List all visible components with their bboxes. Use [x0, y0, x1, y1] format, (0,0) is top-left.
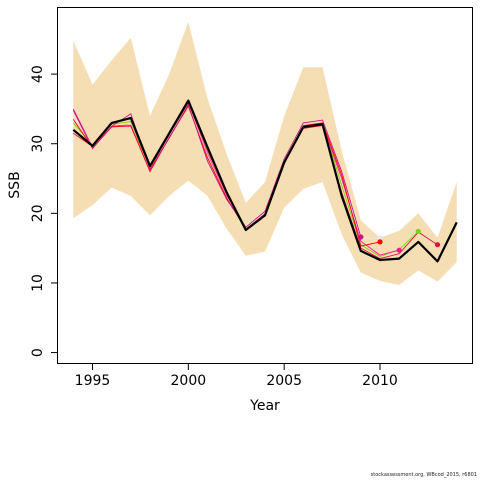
- confidence-band: [73, 21, 457, 286]
- retro-endpoint-1: [415, 228, 421, 234]
- retro-endpoint-0: [434, 242, 441, 248]
- y-tick-label-30: 30: [30, 135, 46, 153]
- main-line: [72, 99, 458, 263]
- x-axis-title: Year: [249, 398, 280, 414]
- retro-endpoint-5: [358, 234, 364, 240]
- x-tick-label-2010: 2010: [362, 373, 398, 389]
- y-axis: 0 10 20 30 40: [30, 65, 58, 357]
- y-tick-label-10: 10: [30, 274, 46, 292]
- endpoint-markers-layer: [358, 228, 441, 253]
- y-tick-label-0: 0: [30, 348, 46, 357]
- y-tick-label-40: 40: [30, 65, 46, 83]
- confidence-band-layer: [73, 21, 457, 286]
- retro-endpoint-3: [377, 235, 383, 241]
- main-series-layer: [72, 99, 458, 263]
- x-axis: 1995 2000 2005 2010: [75, 363, 398, 389]
- x-tick-label-2005: 2005: [266, 373, 302, 389]
- y-tick-label-20: 20: [30, 204, 46, 222]
- retro-line-4: [72, 105, 381, 247]
- y-axis-title: SSB: [7, 171, 23, 198]
- x-tick-label-2000: 2000: [171, 373, 207, 389]
- plot-frame: [57, 7, 473, 364]
- retro-endpoint-4: [377, 239, 383, 245]
- retro-endpoint-2: [396, 247, 402, 253]
- x-tick-label-1995: 1995: [75, 373, 111, 389]
- footer-note: stockassessment.org, WBcod_2015, r6801: [370, 472, 477, 478]
